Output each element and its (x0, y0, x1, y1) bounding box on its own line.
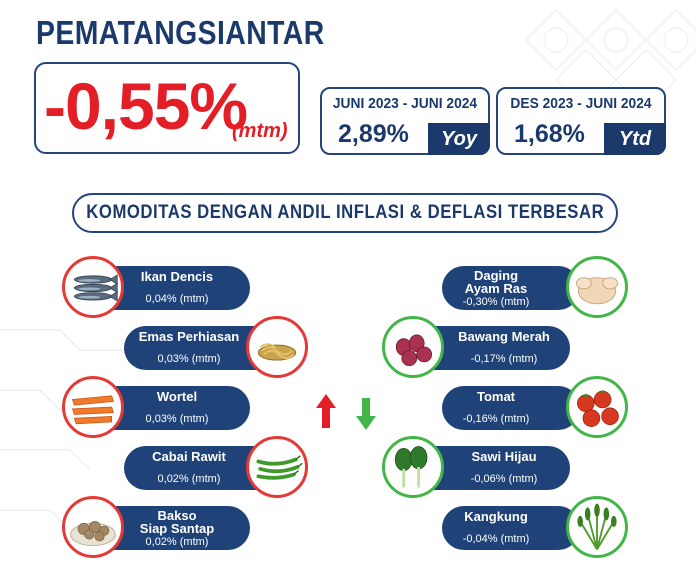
ytd-value: 1,68% (514, 120, 585, 148)
water-spinach-icon (566, 496, 628, 558)
commodity-value: -0,16% (mtm) (462, 413, 530, 425)
commodity-name: Tomat (476, 389, 516, 404)
meatball-icon (62, 496, 124, 558)
yoy-card: JUNI 2023 - JUNI 2024 2,89% Yoy (320, 87, 490, 155)
commodity-name-line1: Bakso (157, 508, 197, 523)
commodity-name: Kangkung (464, 509, 528, 524)
commodity-value: 0,02% (mtm) (145, 536, 209, 548)
commodity-value: -0,06% (mtm) (470, 473, 538, 485)
commodity-value: -0,30% (mtm) (462, 296, 530, 308)
yoy-period-label: JUNI 2023 - JUNI 2024 (332, 95, 478, 112)
mtm-inflation-card: -0,55% (mtm) (34, 62, 300, 154)
commodity-name-line2: Siap Santap (139, 521, 215, 536)
ytd-period-label: DES 2023 - JUNI 2024 (510, 95, 652, 112)
section-title-text: KOMODITAS DENGAN ANDIL INFLASI & DEFLASI… (86, 202, 604, 223)
commodity-name: Ikan Dencis (140, 269, 214, 284)
commodity-name: Sawi Hijau (471, 449, 537, 464)
deflation-item-kangkung: Kangkung -0,04% (mtm) (442, 506, 580, 550)
carrot-icon (62, 376, 124, 438)
commodity-name: Cabai Rawit (152, 449, 226, 464)
commodity-value: 0,02% (mtm) (157, 473, 221, 485)
tomato-icon (566, 376, 628, 438)
section-title: KOMODITAS DENGAN ANDIL INFLASI & DEFLASI… (72, 193, 618, 233)
gold-jewelry-icon (246, 316, 308, 378)
yoy-tag: Yoy (428, 123, 490, 155)
deflation-item-tomat: Tomat -0,16% (mtm) (442, 386, 580, 430)
chicken-icon (566, 256, 628, 318)
commodity-value: 0,03% (mtm) (157, 353, 221, 365)
chili-icon (246, 436, 308, 498)
commodity-name: Emas Perhiasan (138, 329, 240, 344)
commodity-name: Wortel (156, 389, 198, 404)
shallot-icon (382, 316, 444, 378)
commodity-value: 0,04% (mtm) (145, 293, 209, 305)
ytd-tag: Ytd (604, 123, 666, 155)
fish-icon (62, 256, 124, 318)
inflation-up-arrow-icon (316, 394, 336, 428)
commodity-name: Bawang Merah (458, 329, 550, 344)
commodity-name-line1: Daging (473, 268, 519, 283)
mtm-inflation-value: -0,55% (44, 69, 248, 143)
ytd-card: DES 2023 - JUNI 2024 1,68% Ytd (496, 87, 666, 155)
deflation-down-arrow-icon (356, 398, 376, 430)
commodity-value: 0,03% (mtm) (145, 413, 209, 425)
yoy-value: 2,89% (338, 120, 409, 148)
mustard-greens-icon (382, 436, 444, 498)
mtm-unit-label: (mtm) (232, 120, 288, 142)
commodity-value: -0,17% (mtm) (470, 353, 538, 365)
deflation-item-daging-ayam-ras: Daging Ayam Ras -0,30% (mtm) (442, 266, 580, 310)
commodity-name-line2: Ayam Ras (464, 281, 528, 296)
city-title: PEMATANGSIANTAR (36, 14, 325, 51)
commodity-value: -0,04% (mtm) (462, 533, 530, 545)
